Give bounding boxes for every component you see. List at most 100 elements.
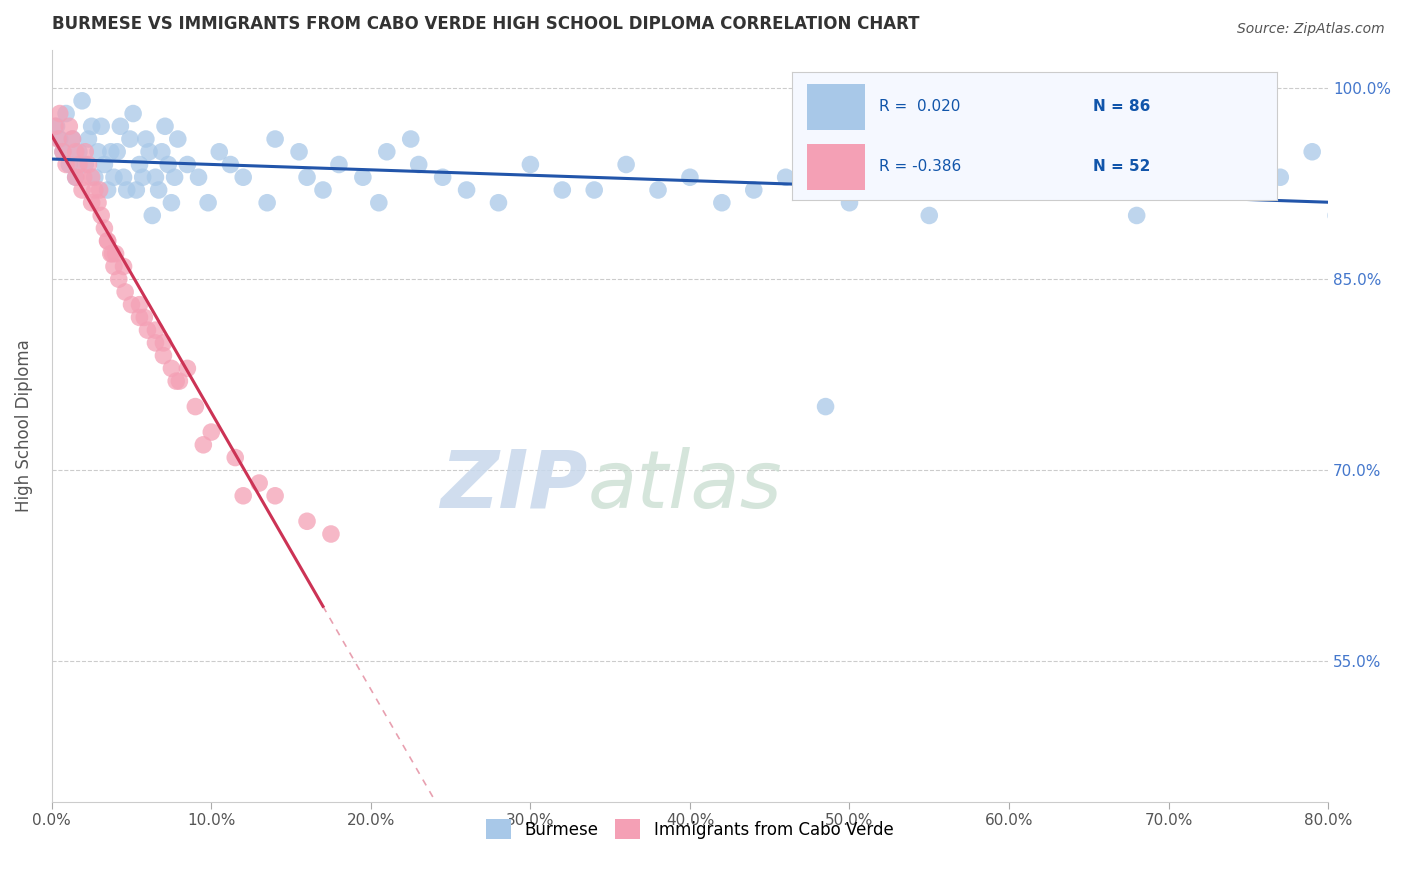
Point <box>52 145 75 159</box>
Point <box>97 183 120 197</box>
Point <box>65 145 87 159</box>
Point <box>148 183 170 197</box>
Point <box>169 374 191 388</box>
Point <box>62 132 84 146</box>
Point <box>966 170 988 185</box>
Point <box>319 527 342 541</box>
Text: Source: ZipAtlas.com: Source: ZipAtlas.com <box>1237 22 1385 37</box>
Point <box>152 335 174 350</box>
Point <box>312 183 335 197</box>
Point <box>90 209 112 223</box>
Point <box>200 425 222 439</box>
Point <box>80 120 103 134</box>
Point <box>73 170 96 185</box>
Point <box>114 285 136 299</box>
Point <box>328 157 350 171</box>
Point <box>870 170 893 185</box>
Point <box>247 476 270 491</box>
Point <box>105 145 128 159</box>
Point <box>115 183 138 197</box>
Point <box>288 145 311 159</box>
Y-axis label: High School Diploma: High School Diploma <box>15 339 32 512</box>
Point <box>101 246 124 260</box>
Point <box>128 310 150 325</box>
Point <box>264 489 287 503</box>
Point <box>104 246 127 260</box>
Point <box>583 183 606 197</box>
Point <box>176 157 198 171</box>
Point <box>135 132 157 146</box>
Point <box>131 170 153 185</box>
Point <box>1301 145 1323 159</box>
Point <box>918 209 941 223</box>
Point <box>152 349 174 363</box>
Point <box>93 221 115 235</box>
Point <box>70 94 93 108</box>
Point <box>90 120 112 134</box>
Point <box>710 195 733 210</box>
Point <box>48 132 70 146</box>
Point <box>77 132 100 146</box>
Point <box>145 335 167 350</box>
Point <box>197 195 219 210</box>
Point <box>77 157 100 171</box>
Point <box>838 195 860 210</box>
Point <box>103 170 125 185</box>
Text: BURMESE VS IMMIGRANTS FROM CABO VERDE HIGH SCHOOL DIPLOMA CORRELATION CHART: BURMESE VS IMMIGRANTS FROM CABO VERDE HI… <box>52 15 920 33</box>
Point <box>208 145 231 159</box>
Point <box>456 183 478 197</box>
Point <box>295 514 318 528</box>
Point <box>193 438 215 452</box>
Point <box>100 246 122 260</box>
Point <box>122 106 145 120</box>
Point <box>138 145 160 159</box>
Point <box>1125 209 1147 223</box>
Point <box>1365 157 1388 171</box>
Point <box>1029 183 1052 197</box>
Point <box>166 132 188 146</box>
Point <box>679 170 702 185</box>
Point <box>408 157 430 171</box>
Point <box>52 145 75 159</box>
Point <box>80 195 103 210</box>
Point <box>128 157 150 171</box>
Point <box>87 145 110 159</box>
Point <box>1077 157 1099 171</box>
Text: atlas: atlas <box>588 447 783 524</box>
Point <box>165 374 187 388</box>
Point <box>125 183 148 197</box>
Point <box>110 120 132 134</box>
Point <box>352 170 374 185</box>
Point <box>83 183 105 197</box>
Point <box>232 489 254 503</box>
Point <box>157 157 180 171</box>
Point <box>160 361 183 376</box>
Point <box>55 106 77 120</box>
Point <box>264 132 287 146</box>
Point <box>1157 183 1180 197</box>
Point <box>118 132 141 146</box>
Point <box>128 298 150 312</box>
Point <box>58 157 80 171</box>
Point <box>100 145 122 159</box>
Point <box>153 120 176 134</box>
Point <box>67 145 90 159</box>
Point <box>375 145 398 159</box>
Point <box>1237 183 1260 197</box>
Point <box>399 132 422 146</box>
Point <box>89 183 111 197</box>
Point <box>1205 183 1227 197</box>
Point <box>107 272 129 286</box>
Point <box>367 195 389 210</box>
Point <box>184 400 207 414</box>
Point <box>87 195 110 210</box>
Point <box>224 450 246 465</box>
Point <box>70 183 93 197</box>
Point <box>62 132 84 146</box>
Point <box>232 170 254 185</box>
Point <box>145 323 167 337</box>
Point <box>1270 170 1292 185</box>
Point <box>45 120 67 134</box>
Point <box>112 260 135 274</box>
Point <box>176 361 198 376</box>
